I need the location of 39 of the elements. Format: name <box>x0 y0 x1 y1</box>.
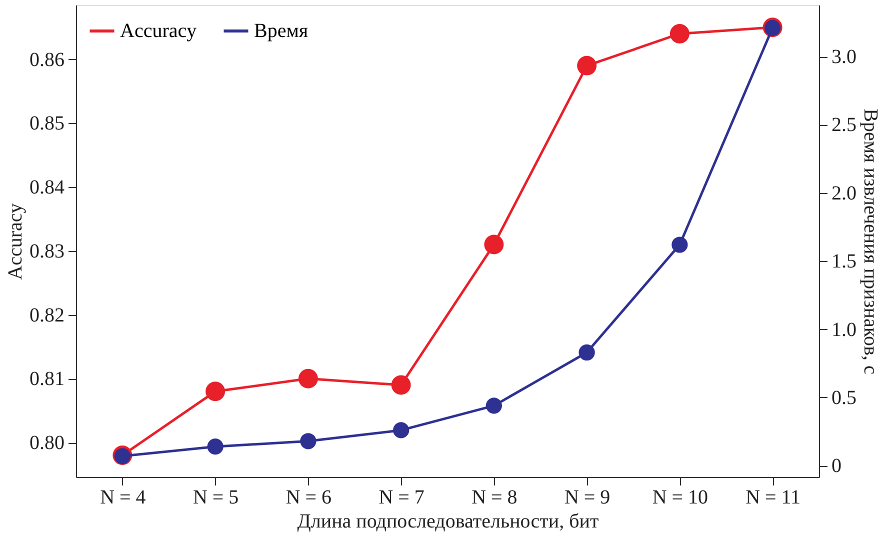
y2-tick-label: 1.0 <box>832 318 856 341</box>
x-tick-label: N = 7 <box>378 486 424 508</box>
y2-tick-label: 0 <box>832 455 842 478</box>
y-axis-title: Accuracy <box>4 203 26 280</box>
y-tick-label: 0.86 <box>30 48 64 71</box>
point <box>206 382 226 402</box>
point <box>300 433 316 450</box>
y-tick-label: 0.84 <box>30 176 64 199</box>
point <box>298 368 318 388</box>
point <box>577 56 597 76</box>
x-tick-label: N = 8 <box>472 486 518 508</box>
x-tick-label: N = 10 <box>652 486 708 508</box>
y2-tick-label: 2.5 <box>832 114 856 136</box>
y2-tick-label: 2.0 <box>832 182 856 204</box>
point <box>207 438 224 455</box>
y2-tick-label: 0.5 <box>832 386 856 409</box>
y-tick-label: 0.81 <box>30 368 64 390</box>
y2-tick-label: 3.0 <box>832 46 856 68</box>
point <box>484 234 504 254</box>
y2-axis-title: Время извлечения признаков, с <box>860 108 882 374</box>
x-tick-label: N = 11 <box>746 486 801 508</box>
point <box>391 375 411 395</box>
y-tick-label: 0.80 <box>30 432 64 454</box>
point <box>672 236 688 253</box>
point <box>578 344 595 361</box>
x-axis-title: Длина подпоследовательности, бит <box>297 510 599 532</box>
x-tick-label: N = 4 <box>100 486 146 508</box>
x-tick-label: N = 5 <box>192 486 239 508</box>
point <box>670 24 690 44</box>
legend-label: Время <box>254 20 308 42</box>
y-tick-label: 0.83 <box>30 240 64 262</box>
x-tick-label: N = 6 <box>286 486 332 508</box>
y-tick-label: 0.85 <box>30 112 64 135</box>
legend-label: Accuracy <box>120 20 197 42</box>
x-tick-label: N = 9 <box>564 486 610 508</box>
y-tick-label: 0.82 <box>30 304 64 326</box>
y2-tick-label: 1.5 <box>832 250 856 273</box>
point <box>393 422 410 438</box>
point <box>486 398 502 414</box>
